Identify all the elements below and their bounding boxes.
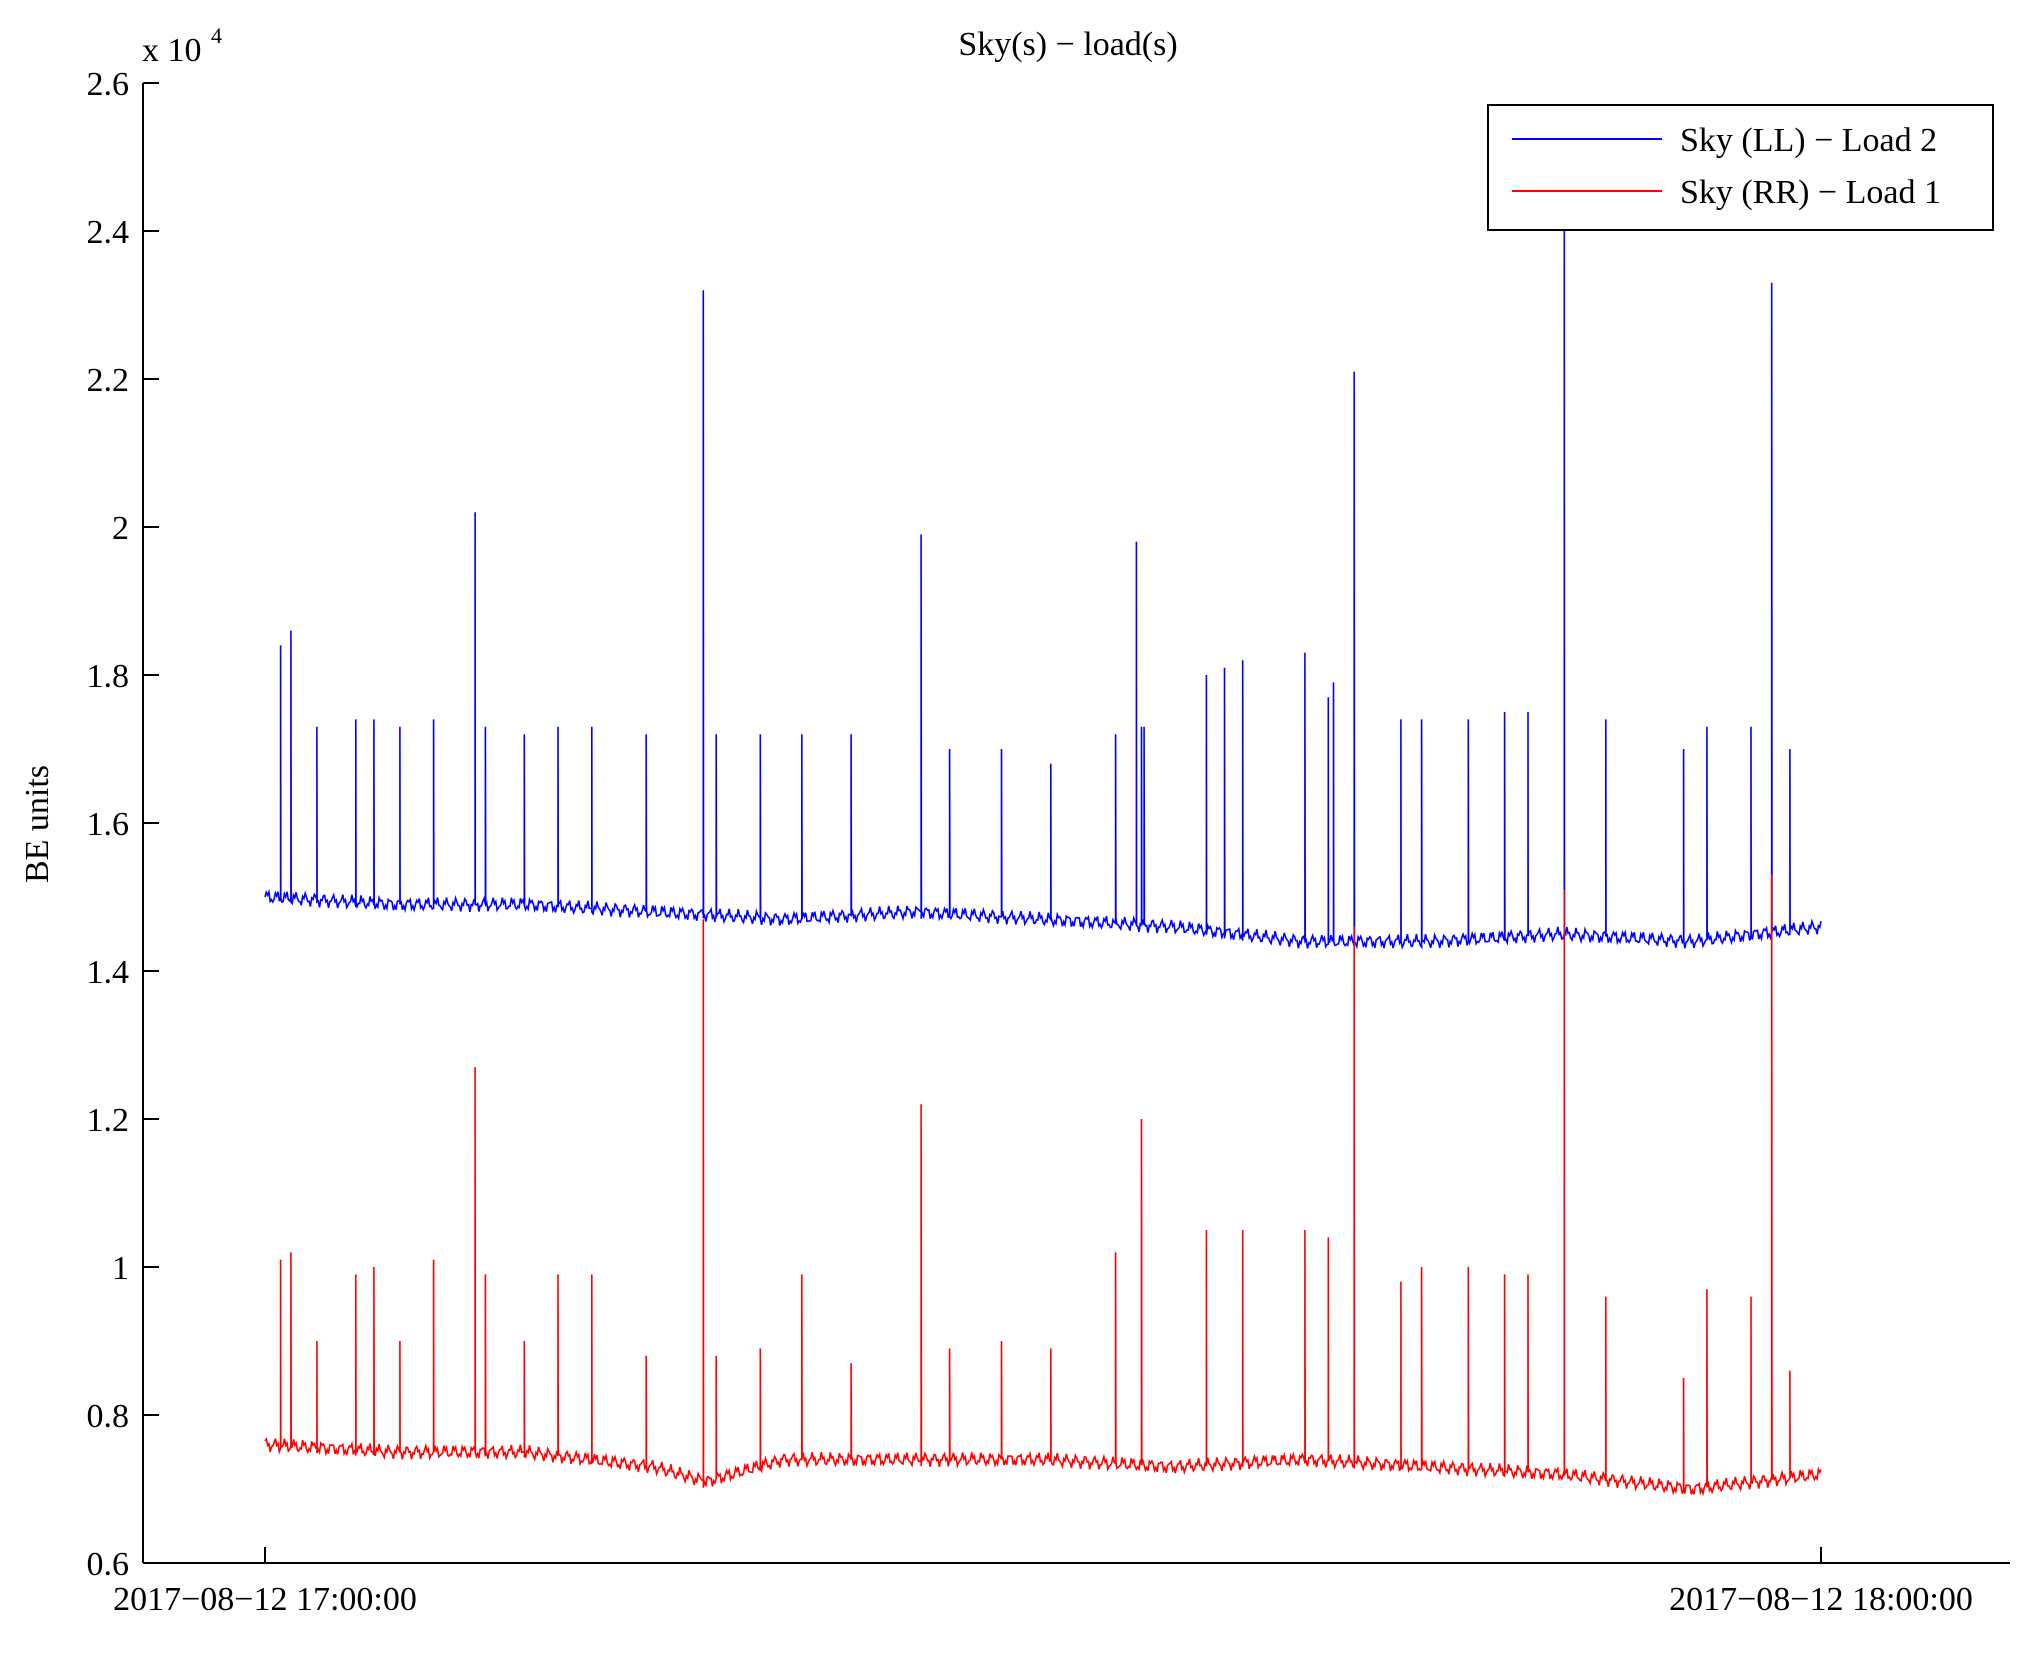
y-tick-label: 2.4 — [87, 214, 130, 251]
legend: Sky (LL) − Load 2 Sky (RR) − Load 1 — [1487, 104, 1994, 231]
series-line-sky-ll — [264, 223, 1822, 950]
y-multiplier-label: x 10 — [142, 32, 202, 69]
x-tick-label: 2017−08−12 17:00:00 — [113, 1581, 417, 1618]
axes: 0.6 0.8 1 1.2 1.4 1.6 1.8 2 2.2 2.4 2.6 2017−08−12 … — [87, 66, 2010, 1618]
y-tick-label: 0.8 — [87, 1398, 130, 1435]
y-tick-label: 2 — [112, 510, 129, 547]
chart-title: Sky(s) − load(s) — [958, 26, 1177, 63]
y-tick-label: 0.6 — [87, 1546, 130, 1583]
y-tick-label: 1.2 — [87, 1102, 130, 1139]
legend-box — [1487, 104, 1994, 231]
y-tick-label: 2.6 — [87, 66, 130, 103]
y-tick-label: 1 — [112, 1250, 129, 1287]
legend-label-ll: Sky (LL) − Load 2 — [1680, 122, 1937, 159]
y-tick-label: 1.8 — [87, 658, 130, 695]
legend-label-rr: Sky (RR) − Load 1 — [1680, 174, 1941, 211]
y-tick-label: 1.4 — [87, 954, 130, 991]
y-tick-label: 2.2 — [87, 362, 130, 399]
x-tick-label: 2017−08−12 18:00:00 — [1669, 1581, 1973, 1618]
y-axis-label: BE units — [19, 765, 56, 883]
y-multiplier-exponent: 4 — [211, 23, 222, 48]
plot-lines — [264, 223, 1822, 1497]
y-tick-label: 1.6 — [87, 806, 130, 843]
series-line-sky-rr — [264, 874, 1822, 1497]
